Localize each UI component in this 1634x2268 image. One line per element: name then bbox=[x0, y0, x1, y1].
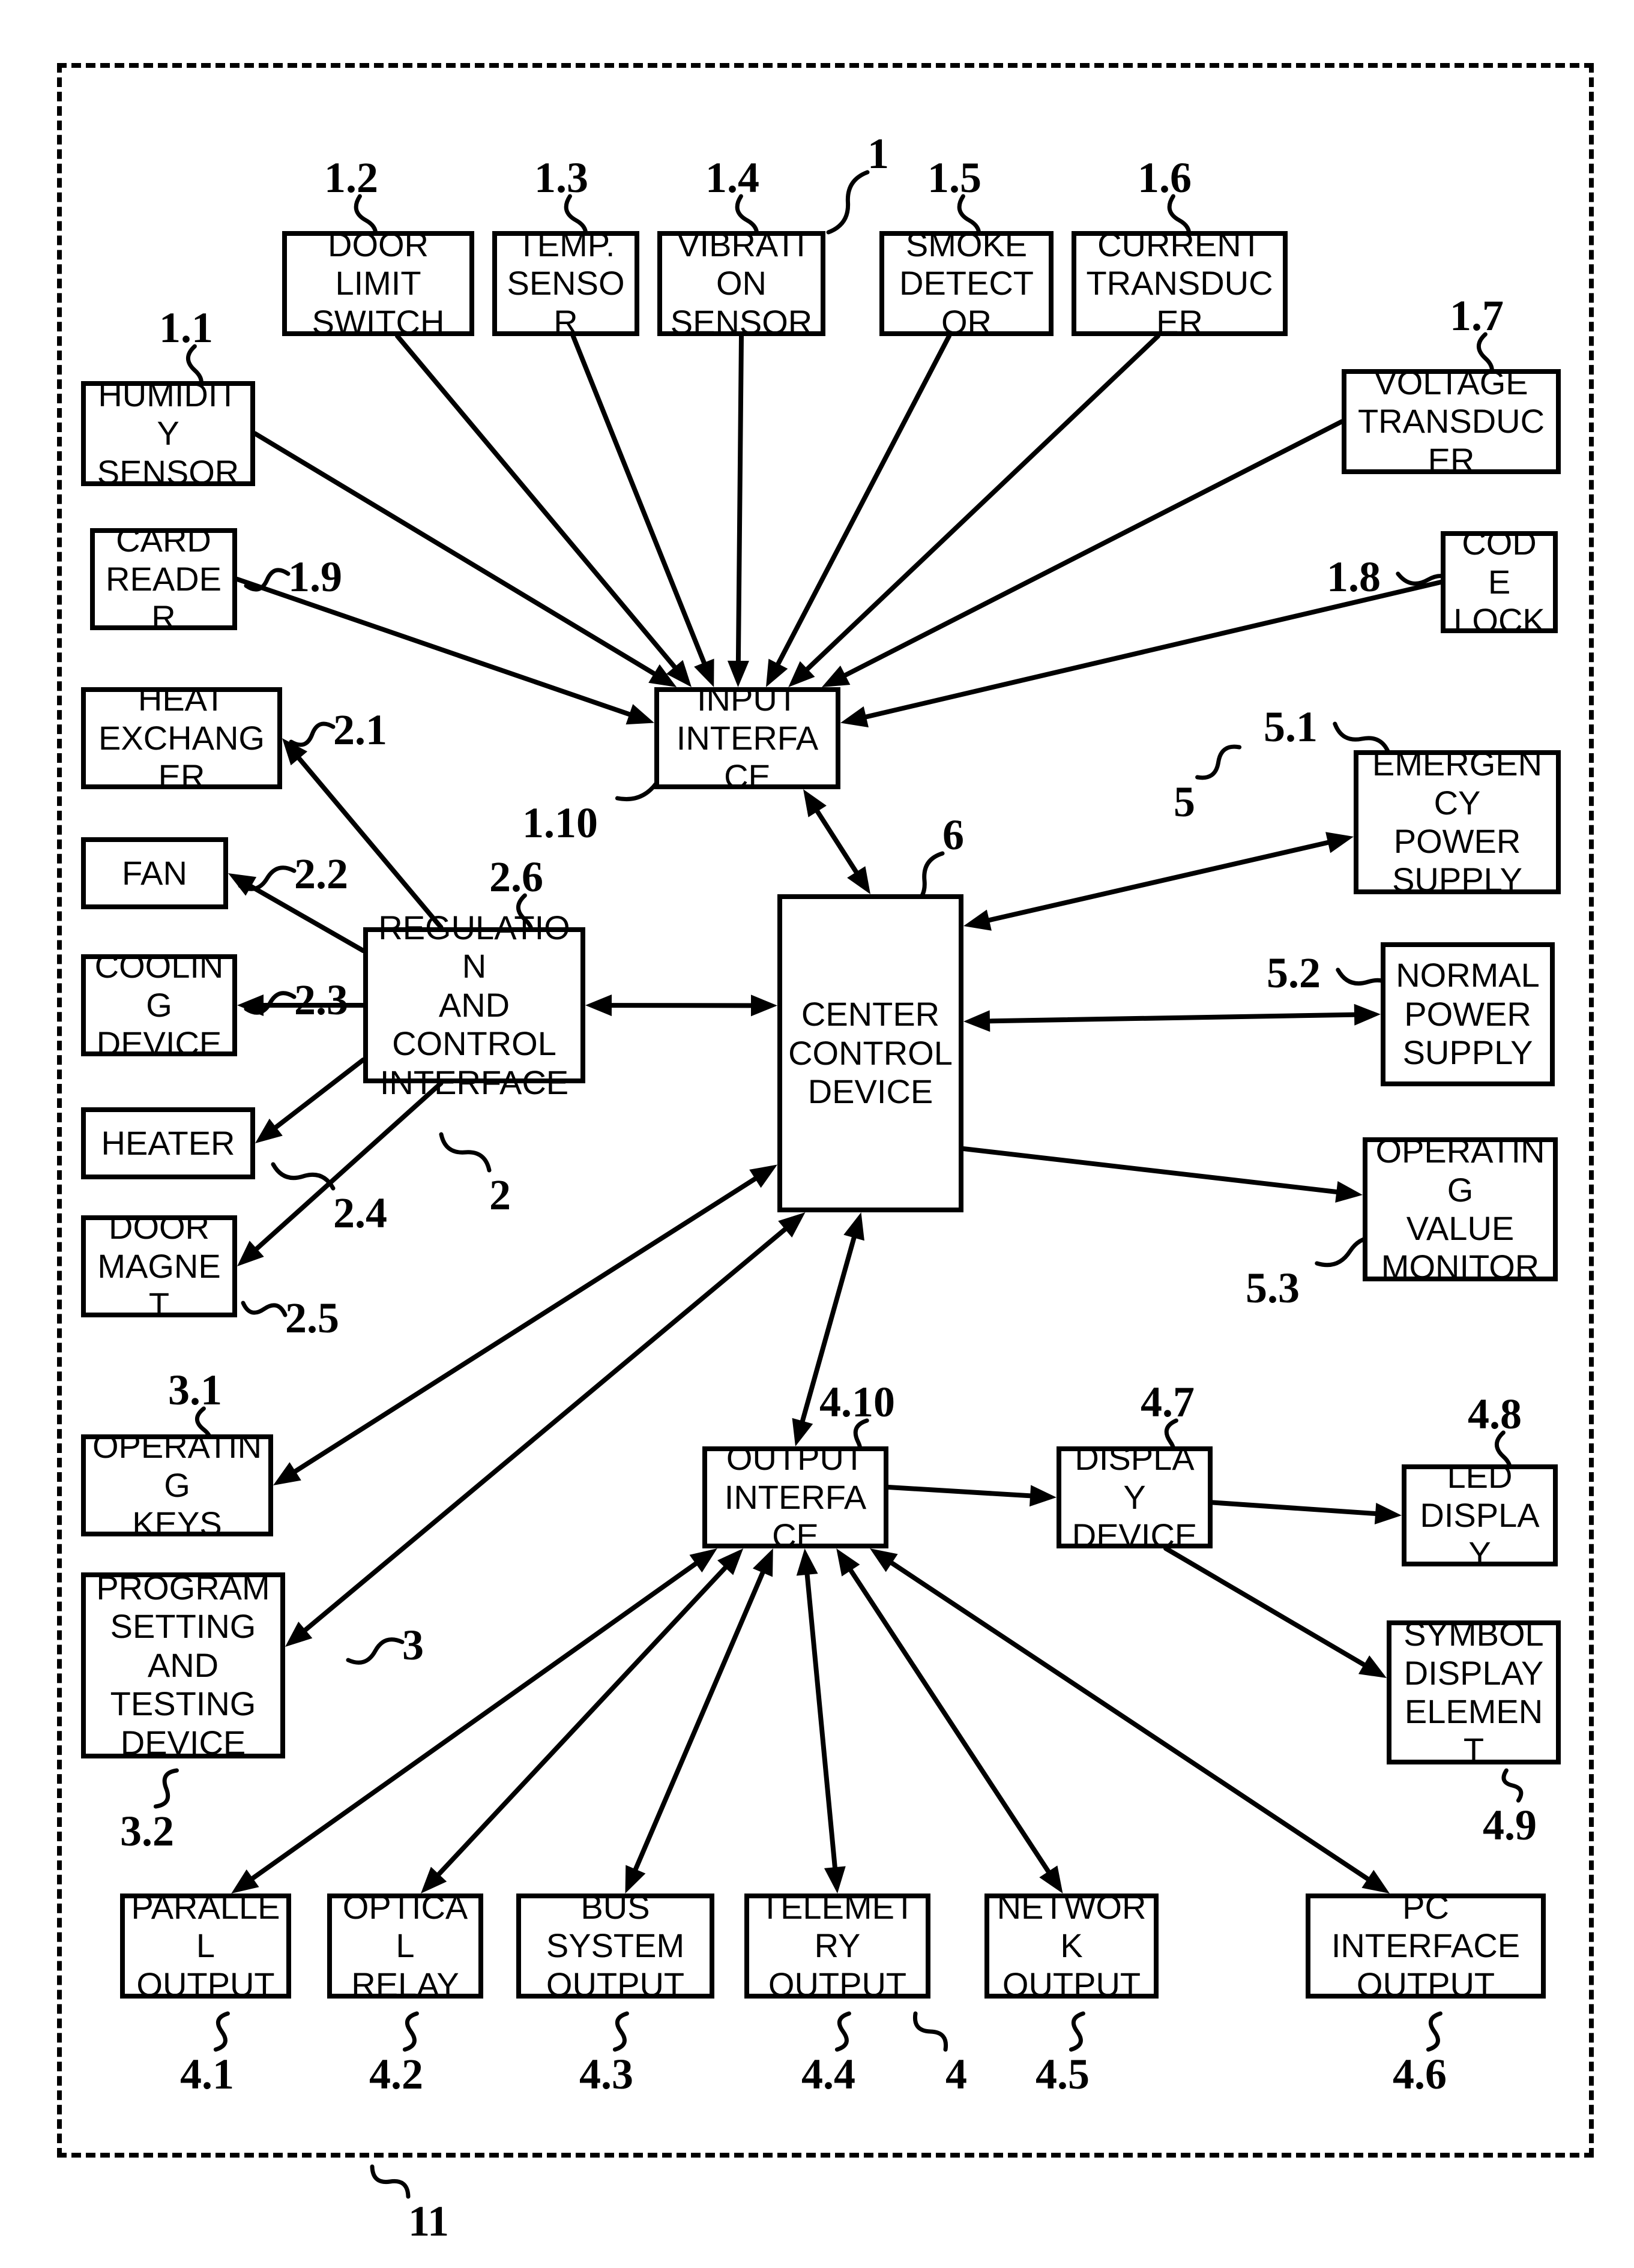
diagram-stage: HUMIDITY SENSOR DOOR LIMIT SWITCHTEMP. SE… bbox=[0, 0, 1634, 2268]
callout-2-2: 2.2 bbox=[294, 849, 348, 899]
callout-1-7: 1.7 bbox=[1450, 291, 1504, 341]
node-n_1_4: VIBRATION SENSOR bbox=[657, 231, 825, 336]
callout-2-3: 2.3 bbox=[294, 975, 348, 1025]
callout-4-8: 4.8 bbox=[1468, 1389, 1522, 1439]
callout-3: 3 bbox=[402, 1620, 424, 1670]
callout-4-1: 4.1 bbox=[180, 2050, 234, 2099]
callout-4-9: 4.9 bbox=[1483, 1800, 1537, 1850]
callout-6: 6 bbox=[942, 810, 964, 860]
node-n_3_2: PROGRAM SETTING AND TESTING DEVICE bbox=[81, 1572, 285, 1758]
callout-4-10: 4.10 bbox=[819, 1377, 895, 1427]
callout-2-5: 2.5 bbox=[285, 1293, 339, 1343]
callout-2-1: 2.1 bbox=[333, 705, 387, 755]
node-n_2_1: HEAT EXCHANGER bbox=[81, 687, 282, 789]
callout-4-5: 4.5 bbox=[1036, 2050, 1090, 2099]
callout-1-6: 1.6 bbox=[1138, 153, 1192, 203]
node-n_1_3: TEMP. SENSOR bbox=[492, 231, 639, 336]
node-n_2_6: REGULATION AND CONTROL INTERFACE bbox=[363, 927, 585, 1083]
callout-5-1: 5.1 bbox=[1264, 702, 1318, 752]
node-n_4_5: NETWORK OUTPUT bbox=[984, 1894, 1159, 1999]
node-n_5_3: OPERATING VALUE MONITOR bbox=[1363, 1137, 1558, 1281]
callout-1-1: 1.1 bbox=[159, 303, 213, 353]
callout-4-3: 4.3 bbox=[579, 2050, 633, 2099]
callout-3-1: 3.1 bbox=[168, 1365, 222, 1415]
node-n_1_7: VOLTAGE TRANSDUCER bbox=[1342, 369, 1561, 474]
callout-5-3: 5.3 bbox=[1246, 1263, 1300, 1313]
node-n_6: CENTER CONTROL DEVICE bbox=[777, 894, 963, 1212]
node-n_5_1: EMERGENCY POWER SUPPLY bbox=[1354, 750, 1561, 894]
callout-1-3: 1.3 bbox=[534, 153, 588, 203]
callout-1: 1 bbox=[867, 129, 889, 179]
node-n_4_1: PARALLEL OUTPUT bbox=[120, 1894, 291, 1999]
callout-5: 5 bbox=[1174, 777, 1195, 827]
callout-1-4: 1.4 bbox=[705, 153, 759, 203]
node-n_4_2: OPTICAL RELAY bbox=[327, 1894, 483, 1999]
callout-4-4: 4.4 bbox=[801, 2050, 855, 2099]
node-n_2_3: COOLING DEVICE bbox=[81, 954, 237, 1056]
callout-4-6: 4.6 bbox=[1393, 2050, 1447, 2099]
node-n_4_8: LED DISPLAY bbox=[1402, 1464, 1558, 1566]
callout-2-6: 2.6 bbox=[489, 852, 543, 902]
node-n_4_10: OUTPUT INTERFACE bbox=[702, 1446, 888, 1548]
node-n_1_9: CARD READER bbox=[90, 528, 237, 630]
callout-2: 2 bbox=[489, 1170, 511, 1220]
callout-1-2: 1.2 bbox=[324, 153, 378, 203]
node-n_2_4: HEATER bbox=[81, 1107, 255, 1179]
node-n_4_4: TELEMETRY OUTPUT bbox=[744, 1894, 930, 1999]
callout-4-2: 4.2 bbox=[369, 2050, 423, 2099]
node-n_1_5: SMOKE DETECTOR bbox=[879, 231, 1054, 336]
callout-11: 11 bbox=[408, 2197, 449, 2246]
node-n_3_1: OPERATING KEYS bbox=[81, 1434, 273, 1536]
node-n_1_2: DOOR LIMIT SWITCH bbox=[282, 231, 474, 336]
callout-3-2: 3.2 bbox=[120, 1806, 174, 1856]
callout-4-7: 4.7 bbox=[1141, 1377, 1195, 1427]
callout-1-10: 1.10 bbox=[522, 798, 598, 848]
node-n_1_10: INPUT INTERFACE bbox=[654, 687, 840, 789]
callout-1-8: 1.8 bbox=[1327, 552, 1381, 602]
callout-2-4: 2.4 bbox=[333, 1188, 387, 1238]
node-n_4_7: DISPLAY DEVICE bbox=[1057, 1446, 1213, 1548]
node-n_1_1: HUMIDITY SENSOR bbox=[81, 381, 255, 486]
callout-1-9: 1.9 bbox=[288, 552, 342, 602]
node-n_1_8: CODE LOCK bbox=[1441, 531, 1558, 633]
node-n_2_5: DOOR MAGNET bbox=[81, 1215, 237, 1317]
node-n_4_9: SYMBOL DISPLAY ELEMENT bbox=[1387, 1620, 1561, 1764]
callout-4: 4 bbox=[945, 2050, 967, 2099]
callout-5-2: 5.2 bbox=[1267, 948, 1321, 998]
node-n_1_6: CURRENT TRANSDUCER bbox=[1072, 231, 1288, 336]
callout-1-5: 1.5 bbox=[927, 153, 981, 203]
node-n_4_3: BUS SYSTEM OUTPUT bbox=[516, 1894, 714, 1999]
node-n_2_2: FAN bbox=[81, 837, 228, 909]
node-n_5_2: NORMAL POWER SUPPLY bbox=[1381, 942, 1555, 1086]
node-n_4_6: PC INTERFACE OUTPUT bbox=[1306, 1894, 1546, 1999]
